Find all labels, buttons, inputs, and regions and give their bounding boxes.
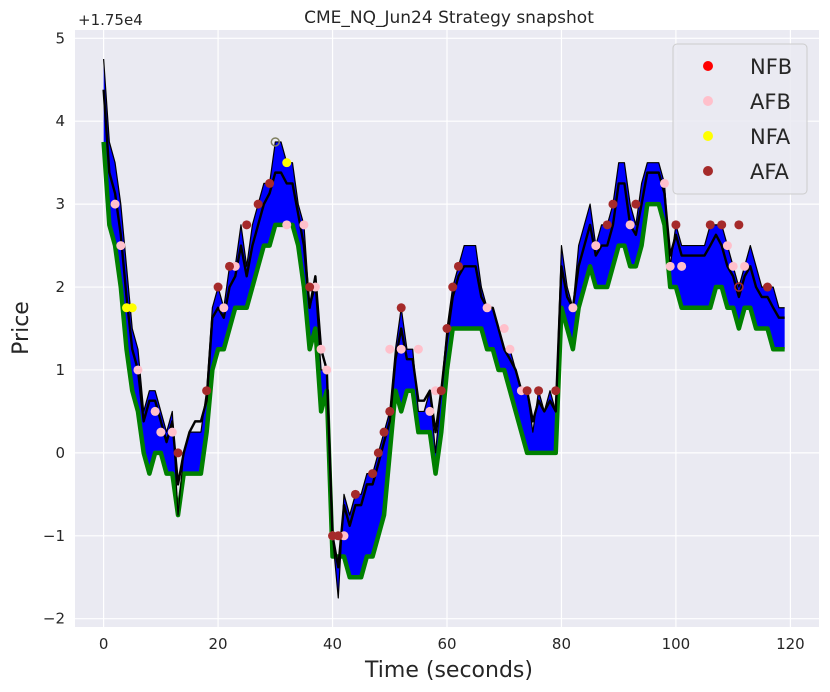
legend-box <box>672 43 808 195</box>
marker-afa <box>305 282 315 292</box>
marker-afb <box>110 199 120 209</box>
legend-label-nfa: NFA <box>750 125 791 149</box>
marker-afa <box>213 282 223 292</box>
x-tick-label: 40 <box>323 635 342 653</box>
marker-afb <box>505 344 515 354</box>
marker-afa <box>608 199 618 209</box>
x-tick-label: 120 <box>776 635 805 653</box>
marker-afa <box>350 489 360 499</box>
marker-afa <box>333 531 343 541</box>
marker-afb <box>677 261 687 271</box>
marker-afb <box>299 220 309 230</box>
marker-afb <box>116 241 126 251</box>
marker-afa <box>453 261 463 271</box>
marker-afb <box>396 344 406 354</box>
marker-afa <box>253 199 263 209</box>
marker-afa <box>385 406 395 416</box>
y-tick-label: 3 <box>55 195 65 213</box>
marker-afa <box>602 220 612 230</box>
y-tick-label: −2 <box>43 610 65 628</box>
marker-afb <box>740 261 750 271</box>
marker-afa <box>373 448 383 458</box>
marker-afa <box>448 282 458 292</box>
y-axis-label: Price <box>9 301 34 355</box>
chart-title: CME_NQ_Jun24 Strategy snapshot <box>304 8 594 28</box>
marker-afa <box>522 386 532 396</box>
marker-afb <box>156 427 166 437</box>
marker-afb <box>722 241 732 251</box>
x-tick-labels: 0 20 40 60 80 100 120 <box>99 635 805 653</box>
y-tick-label: 1 <box>55 361 65 379</box>
x-tick-label: 60 <box>437 635 456 653</box>
marker-afb <box>150 406 160 416</box>
legend-label-afb: AFB <box>750 90 791 114</box>
marker-afb <box>659 178 669 188</box>
marker-afa <box>436 386 446 396</box>
marker-afa <box>534 386 544 396</box>
y-tick-label: 0 <box>55 444 65 462</box>
marker-afb <box>282 220 292 230</box>
y-tick-label: −1 <box>43 527 65 545</box>
marker-afa <box>379 427 389 437</box>
legend-marker-nfb <box>703 61 713 71</box>
mid-series-line <box>102 89 785 569</box>
marker-afb <box>728 261 738 271</box>
marker-afb <box>425 406 435 416</box>
y-tick-labels: −2 −1 0 1 2 3 4 5 <box>43 29 65 627</box>
marker-afb <box>499 324 509 333</box>
y-tick-label: 5 <box>55 29 65 47</box>
marker-afb <box>167 427 177 437</box>
marker-afa <box>265 178 275 188</box>
open-marker <box>270 137 281 147</box>
marker-afb <box>413 344 423 354</box>
legend-marker-afa <box>703 166 713 176</box>
legend-label-nfb: NFB <box>750 55 792 79</box>
marker-afa <box>671 220 681 230</box>
marker-afa <box>631 199 641 209</box>
lower-series-line <box>101 141 785 580</box>
open-marker <box>734 282 744 292</box>
marker-afb <box>316 344 326 354</box>
legend-label-afa: AFA <box>750 160 790 184</box>
marker-afb <box>133 365 143 375</box>
marker-afa <box>242 220 252 230</box>
marker-afb <box>665 261 675 271</box>
x-tick-label: 0 <box>99 635 109 653</box>
marker-afa <box>705 220 715 230</box>
marker-afa <box>551 386 561 396</box>
marker-afb <box>322 365 332 375</box>
marker-afa <box>396 303 406 313</box>
marker-afa <box>225 261 235 271</box>
marker-afb <box>482 303 492 313</box>
marker-afa <box>762 282 772 292</box>
marker-afb <box>385 344 395 354</box>
marker-afa <box>717 220 727 230</box>
legend: NFB AFB NFA AFA <box>672 43 808 195</box>
marker-afb <box>591 241 601 251</box>
y-tick-label: 2 <box>55 278 65 296</box>
legend-marker-afb <box>703 96 713 106</box>
x-tick-label: 20 <box>209 635 228 653</box>
marker-nfa <box>282 158 292 168</box>
marker-nfa <box>127 303 137 313</box>
x-tick-label: 100 <box>662 635 691 653</box>
y-tick-label: 4 <box>55 112 65 130</box>
marker-afa <box>734 220 744 230</box>
y-axis-offset: +1.75e4 <box>78 11 143 29</box>
plot-content <box>101 58 785 599</box>
marker-afa <box>173 448 183 458</box>
x-tick-label: 80 <box>552 635 571 653</box>
marker-afb <box>568 303 578 313</box>
marker-afb <box>625 220 635 230</box>
marker-afa <box>202 386 212 396</box>
marker-afa <box>442 324 452 333</box>
marker-afb <box>219 303 229 313</box>
marker-afa <box>368 469 378 479</box>
x-axis-label: Time (seconds) <box>364 658 533 683</box>
legend-marker-nfa <box>703 131 713 141</box>
